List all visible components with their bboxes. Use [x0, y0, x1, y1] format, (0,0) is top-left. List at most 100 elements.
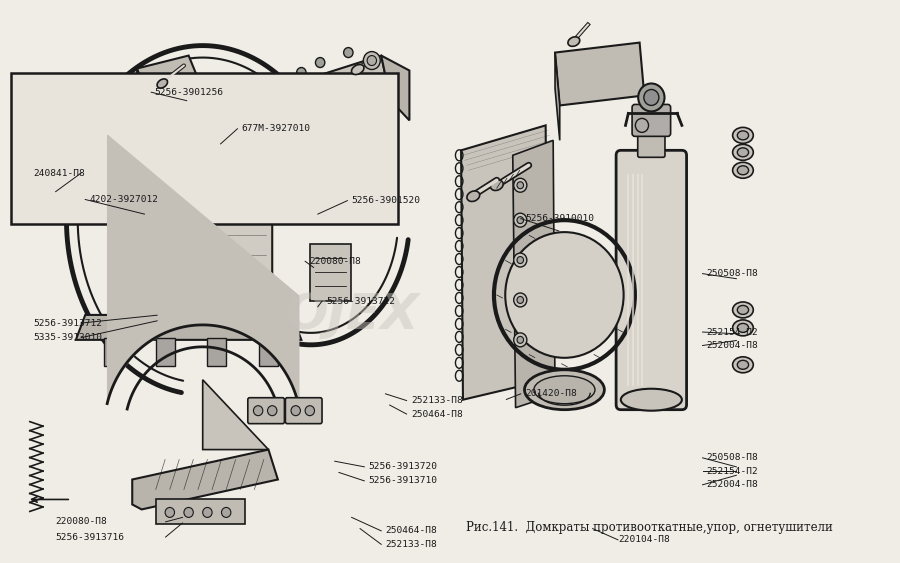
- FancyBboxPatch shape: [104, 338, 122, 366]
- Polygon shape: [555, 43, 644, 105]
- FancyBboxPatch shape: [156, 499, 245, 524]
- Ellipse shape: [733, 320, 753, 336]
- Polygon shape: [202, 380, 268, 450]
- Polygon shape: [132, 450, 278, 510]
- Text: 5335-3913010: 5335-3913010: [32, 333, 102, 342]
- FancyBboxPatch shape: [156, 338, 175, 366]
- Text: 250464-П8: 250464-П8: [410, 409, 463, 418]
- Circle shape: [517, 217, 524, 224]
- Polygon shape: [76, 315, 302, 340]
- Polygon shape: [287, 56, 391, 131]
- Circle shape: [267, 406, 277, 415]
- Ellipse shape: [621, 388, 682, 410]
- FancyBboxPatch shape: [248, 397, 284, 423]
- Ellipse shape: [737, 131, 749, 140]
- FancyBboxPatch shape: [226, 138, 250, 162]
- Polygon shape: [461, 126, 547, 400]
- Text: 201420-П8: 201420-П8: [525, 390, 577, 398]
- Text: 250464-П8: 250464-П8: [385, 526, 437, 535]
- Ellipse shape: [158, 79, 167, 88]
- Circle shape: [364, 52, 381, 69]
- Ellipse shape: [215, 153, 269, 168]
- Circle shape: [367, 56, 376, 65]
- Polygon shape: [137, 56, 198, 92]
- Text: 220080-П8: 220080-П8: [56, 517, 107, 526]
- Ellipse shape: [733, 162, 753, 178]
- Text: 252004-П8: 252004-П8: [706, 341, 759, 350]
- FancyBboxPatch shape: [11, 73, 398, 224]
- Circle shape: [517, 257, 524, 263]
- Circle shape: [344, 48, 353, 57]
- Circle shape: [194, 268, 202, 276]
- Circle shape: [514, 333, 526, 347]
- FancyBboxPatch shape: [638, 131, 665, 157]
- Text: 677М-3927010: 677М-3927010: [242, 124, 310, 133]
- Ellipse shape: [737, 306, 749, 314]
- Circle shape: [514, 178, 526, 192]
- Ellipse shape: [733, 357, 753, 373]
- Circle shape: [180, 286, 188, 294]
- Circle shape: [505, 232, 624, 358]
- Circle shape: [315, 57, 325, 68]
- Text: OJEX: OJEX: [284, 291, 418, 339]
- Text: 252004-П8: 252004-П8: [706, 480, 759, 489]
- Circle shape: [644, 90, 659, 105]
- Text: 4202-3927012: 4202-3927012: [89, 195, 158, 204]
- Ellipse shape: [733, 302, 753, 318]
- FancyBboxPatch shape: [285, 397, 322, 423]
- Text: 250508-П8: 250508-П8: [706, 453, 759, 462]
- Circle shape: [635, 118, 649, 132]
- Circle shape: [221, 507, 231, 517]
- Text: 5256-3901256: 5256-3901256: [155, 88, 223, 97]
- Ellipse shape: [352, 65, 364, 74]
- Ellipse shape: [144, 117, 205, 131]
- Ellipse shape: [737, 360, 749, 369]
- Text: Рис.141.  Домкраты противооткатные,упор, огнетушители: Рис.141. Домкраты противооткатные,упор, …: [466, 521, 832, 534]
- Text: 252154-П2: 252154-П2: [706, 467, 759, 476]
- Ellipse shape: [568, 37, 580, 46]
- Circle shape: [517, 182, 524, 189]
- Circle shape: [305, 406, 314, 415]
- FancyBboxPatch shape: [212, 157, 272, 318]
- Text: 5256-3901520: 5256-3901520: [352, 196, 420, 205]
- Ellipse shape: [467, 191, 480, 202]
- Text: 252154-П2: 252154-П2: [706, 328, 759, 337]
- Text: 5256-3913716: 5256-3913716: [56, 533, 125, 542]
- Circle shape: [184, 507, 194, 517]
- Circle shape: [517, 297, 524, 303]
- Circle shape: [291, 406, 301, 415]
- Circle shape: [514, 213, 526, 227]
- FancyBboxPatch shape: [616, 150, 687, 410]
- Text: 220104-П8: 220104-П8: [618, 535, 670, 544]
- Ellipse shape: [534, 376, 595, 404]
- FancyBboxPatch shape: [259, 338, 278, 366]
- Ellipse shape: [733, 127, 753, 144]
- Polygon shape: [513, 140, 555, 408]
- FancyBboxPatch shape: [167, 254, 214, 311]
- FancyBboxPatch shape: [207, 338, 226, 366]
- Ellipse shape: [140, 109, 211, 127]
- Circle shape: [254, 406, 263, 415]
- Ellipse shape: [737, 323, 749, 332]
- Circle shape: [165, 507, 175, 517]
- FancyBboxPatch shape: [137, 115, 213, 316]
- FancyBboxPatch shape: [632, 105, 670, 136]
- FancyBboxPatch shape: [310, 244, 351, 301]
- Circle shape: [171, 271, 178, 279]
- Text: 250508-П8: 250508-П8: [706, 269, 759, 278]
- Circle shape: [202, 507, 212, 517]
- Circle shape: [514, 253, 526, 267]
- Ellipse shape: [737, 166, 749, 175]
- Ellipse shape: [737, 148, 749, 157]
- Circle shape: [638, 83, 664, 111]
- Ellipse shape: [525, 370, 605, 410]
- Text: 5256-3910010: 5256-3910010: [525, 214, 594, 223]
- Circle shape: [514, 293, 526, 307]
- Text: 5256-3913710: 5256-3913710: [368, 476, 437, 485]
- Text: 5256-3913720: 5256-3913720: [368, 462, 437, 471]
- Text: 220080-П8: 220080-П8: [310, 257, 361, 266]
- Ellipse shape: [733, 144, 753, 160]
- Ellipse shape: [219, 158, 266, 170]
- Circle shape: [297, 68, 306, 78]
- Circle shape: [517, 336, 524, 343]
